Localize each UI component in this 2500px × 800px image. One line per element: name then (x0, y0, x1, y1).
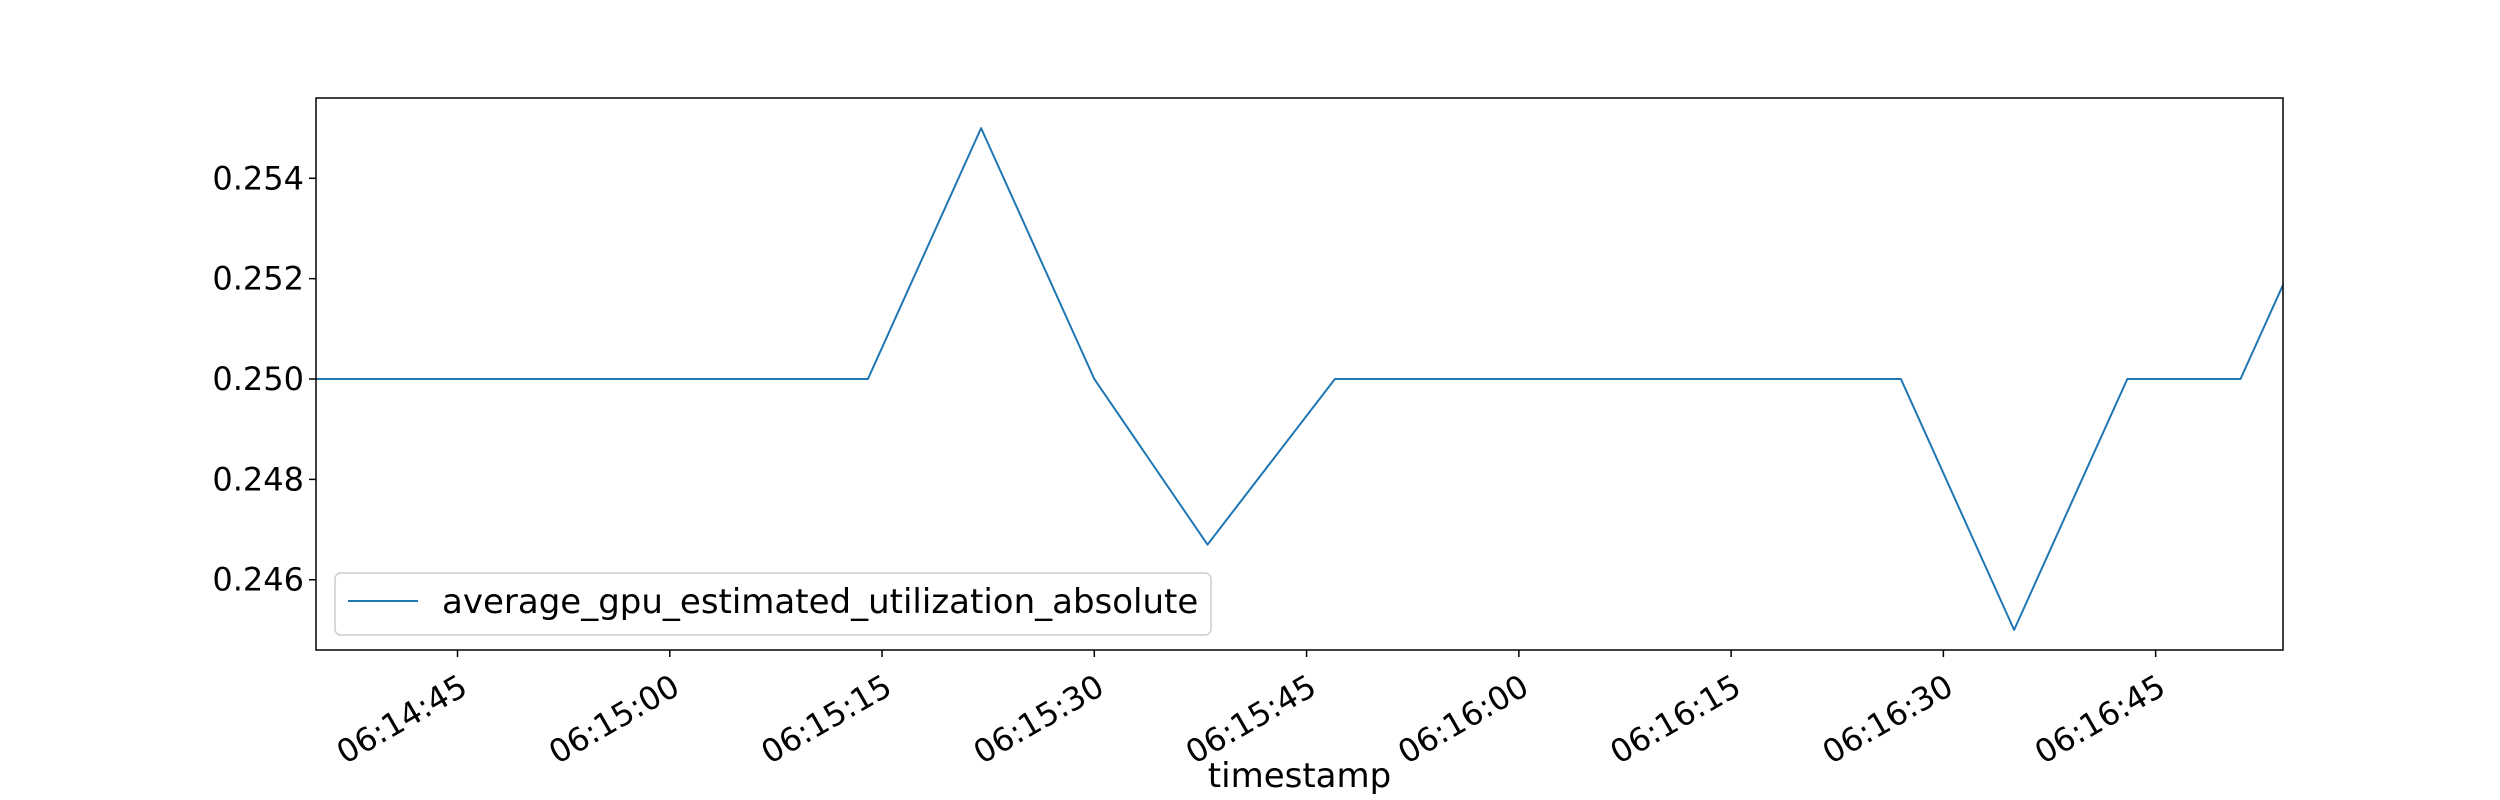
x-tick-label: 06:15:15 (755, 667, 898, 772)
y-tick-label: 0.246 (212, 561, 304, 599)
legend: average_gpu_estimated_utilization_absolu… (334, 572, 1212, 636)
plot-frame (315, 97, 2284, 651)
x-tick-label: 06:16:30 (1816, 667, 1959, 772)
x-axis: 06:14:45 06:15:00 06:15:15 06:15:30 06:15:45… (330, 650, 2172, 772)
plot-area (316, 127, 2283, 631)
series-line-0 (316, 127, 2283, 631)
legend-label: average_gpu_estimated_utilization_absolu… (442, 582, 1198, 622)
x-tick-label: 06:14:45 (330, 667, 473, 772)
y-axis: 0.246 0.248 0.250 0.252 0.254 (212, 159, 316, 599)
y-tick-label: 0.248 (212, 460, 304, 498)
x-tick-label: 06:16:15 (1604, 667, 1747, 772)
y-tick-label: 0.250 (212, 360, 304, 398)
x-axis-label: timestamp (1208, 756, 1391, 796)
x-tick-label: 06:15:30 (967, 667, 1110, 772)
x-tick-label: 06:15:00 (542, 667, 685, 772)
x-tick-label: 06:16:45 (2028, 667, 2171, 772)
x-tick-label: 06:16:00 (1391, 667, 1534, 772)
y-tick-label: 0.254 (212, 159, 304, 197)
y-tick-label: 0.252 (212, 260, 304, 298)
legend-box (334, 572, 1212, 636)
